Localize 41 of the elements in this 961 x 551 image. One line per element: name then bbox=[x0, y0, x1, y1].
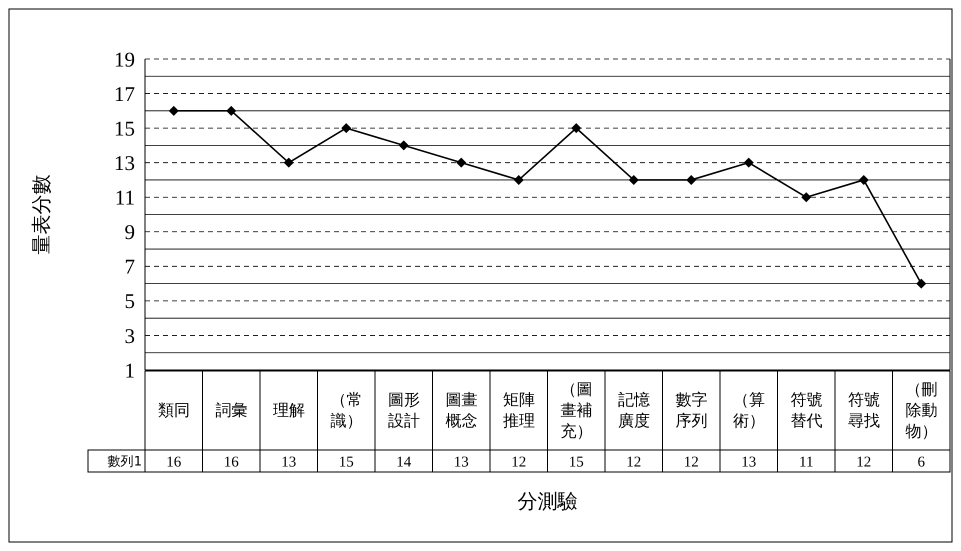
legend-label: 數列1 bbox=[108, 454, 142, 470]
y-tick-label: 13 bbox=[114, 151, 135, 176]
x-tick-label: 記憶廣度 bbox=[618, 390, 650, 430]
y-tick-label: 9 bbox=[124, 220, 135, 244]
x-tick-label: （算術） bbox=[732, 390, 765, 430]
data-label: 15 bbox=[568, 454, 584, 470]
y-tick-label: 7 bbox=[124, 254, 135, 279]
data-label: 13 bbox=[741, 454, 756, 470]
y-tick-label: 11 bbox=[114, 186, 135, 210]
data-label: 12 bbox=[626, 454, 642, 470]
x-tick-label: 符號尋找 bbox=[848, 390, 880, 430]
x-tick-label: 圖畫概念 bbox=[445, 390, 478, 430]
data-label: 16 bbox=[224, 454, 240, 470]
data-label: 13 bbox=[281, 454, 296, 470]
y-tick-label: 1 bbox=[124, 358, 135, 382]
x-tick-label: 詞彙 bbox=[215, 400, 248, 420]
data-label: 12 bbox=[511, 454, 526, 470]
y-tick-label: 3 bbox=[124, 324, 135, 348]
data-label: 12 bbox=[856, 454, 872, 470]
y-tick-label: 19 bbox=[114, 47, 135, 72]
y-axis-title: 量表分數 bbox=[29, 174, 53, 254]
x-tick-label: 圖形設計 bbox=[388, 390, 420, 430]
data-label: 13 bbox=[454, 454, 469, 470]
x-tick-label: 矩陣推理 bbox=[502, 390, 535, 430]
x-tick-label: 理解 bbox=[272, 400, 305, 420]
x-tick-label: （刪除動物） bbox=[905, 380, 938, 441]
data-label: 15 bbox=[338, 454, 354, 470]
data-label: 11 bbox=[799, 454, 814, 470]
y-tick-label: 17 bbox=[114, 82, 135, 106]
x-tick-label: 類同 bbox=[158, 400, 190, 420]
data-label: 16 bbox=[166, 454, 182, 470]
data-label: 14 bbox=[396, 454, 412, 470]
y-tick-label: 15 bbox=[114, 116, 135, 140]
y-tick-label: 5 bbox=[124, 289, 135, 314]
x-tick-label: （圖畫補充） bbox=[560, 380, 592, 441]
data-label: 12 bbox=[684, 454, 699, 470]
x-axis-title: 分測驗 bbox=[518, 489, 578, 513]
x-tick-label: 數字序列 bbox=[675, 390, 708, 430]
x-tick-label: （常識） bbox=[330, 390, 362, 430]
data-label: 6 bbox=[918, 454, 926, 470]
x-tick-label: 符號替代 bbox=[790, 390, 822, 430]
